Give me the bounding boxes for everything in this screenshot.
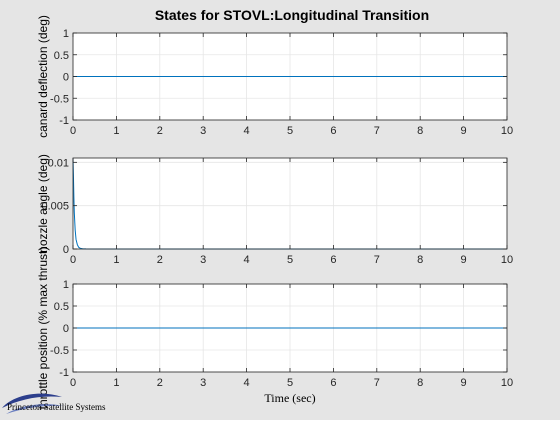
x-tick-label: 9 (461, 254, 467, 266)
x-tick-label: 8 (417, 377, 423, 389)
x-tick-label: 0 (70, 254, 76, 266)
y-tick-label: -0.5 (50, 345, 69, 357)
x-tick-label: 9 (461, 377, 467, 389)
x-tick-label: 10 (501, 254, 513, 266)
x-tick-label: 4 (244, 254, 250, 266)
y-tick-label: 1 (63, 28, 69, 40)
x-tick-label: 2 (157, 254, 163, 266)
x-tick-label: 0 (70, 125, 76, 137)
x-tick-label: 0 (70, 377, 76, 389)
logo-swoosh-icon (2, 393, 62, 408)
x-tick-label: 1 (113, 377, 119, 389)
logo-swoosh-icon (6, 404, 64, 414)
x-tick-label: 9 (461, 125, 467, 137)
x-tick-label: 10 (501, 125, 513, 137)
x-tick-label: 5 (287, 377, 293, 389)
y-tick-label: 0.5 (54, 50, 69, 62)
subplot-1: 0 1 2 3 4 5 6 7 8 9 10 -1 -0.5 0 0.5 1 canard deflection… (36, 15, 513, 138)
x-tick-label: 2 (157, 125, 163, 137)
x-tick-label: 4 (244, 377, 250, 389)
x-tick-label: 7 (374, 125, 380, 137)
x-tick-label: 3 (200, 254, 206, 266)
x-tick-label: 3 (200, 125, 206, 137)
y-tick-label: 0.005 (41, 201, 69, 213)
x-axis-label: Time (sec) (264, 391, 315, 405)
y-tick-label: 0 (63, 244, 69, 256)
y-tick-label: -1 (59, 367, 69, 379)
x-tick-label: 7 (374, 377, 380, 389)
x-tick-label: 5 (287, 254, 293, 266)
x-tick-label: 2 (157, 377, 163, 389)
x-tick-label: 5 (287, 125, 293, 137)
x-tick-label: 1 (113, 254, 119, 266)
x-tick-label: 6 (330, 254, 336, 266)
y-tick-label: 0 (63, 323, 69, 335)
y-axis-label: throttle position (% max thrust) (36, 247, 50, 410)
y-tick-label: 0 (63, 72, 69, 84)
logo-text: Princeton Satellite Systems (7, 402, 106, 412)
x-tick-label: 8 (417, 254, 423, 266)
y-tick-label: 1 (63, 279, 69, 291)
x-tick-label: 10 (501, 377, 513, 389)
x-tick-label: 3 (200, 377, 206, 389)
y-axis-label: canard deflection (deg) (36, 15, 50, 138)
x-tick-label: 6 (330, 125, 336, 137)
y-tick-label: -0.5 (50, 93, 69, 105)
y-tick-label: 0.5 (54, 301, 69, 313)
x-tick-label: 8 (417, 125, 423, 137)
pss-logo: Princeton Satellite Systems (2, 393, 106, 414)
y-tick-label: -1 (59, 115, 69, 127)
y-tick-label: 0.01 (48, 157, 69, 169)
x-tick-label: 1 (113, 125, 119, 137)
y-axis-label: nozzle angle (deg) (36, 154, 50, 253)
x-tick-label: 4 (244, 125, 250, 137)
figure-title: States for STOVL:Longitudinal Transition (155, 7, 429, 23)
x-tick-label: 7 (374, 254, 380, 266)
x-tick-label: 6 (330, 377, 336, 389)
